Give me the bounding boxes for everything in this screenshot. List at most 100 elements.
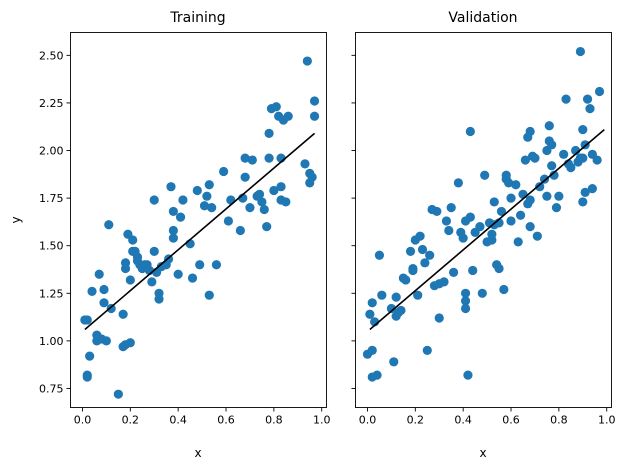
scatter-point [535, 182, 545, 192]
scatter-point [542, 191, 552, 201]
scatter-point [460, 296, 471, 306]
scatter-point [566, 163, 576, 173]
scatter-point [465, 126, 475, 137]
scatter-point [120, 263, 131, 274]
scatter-point [240, 172, 250, 182]
y-axis [351, 54, 356, 389]
scatter-point [309, 111, 320, 121]
scatter-point [101, 336, 111, 346]
scatter-point [525, 126, 535, 137]
scatter-point [554, 191, 564, 201]
scatter-point [262, 222, 272, 232]
scatter-point [85, 351, 95, 361]
scatter-point [276, 182, 286, 192]
y-tick-label: 2.50 [39, 49, 64, 62]
scatter-point [125, 275, 135, 285]
scatter-point [496, 206, 507, 217]
scatter-point [422, 345, 432, 355]
fit-line [84, 132, 316, 331]
scatter-point [309, 96, 320, 106]
scatter-point [547, 140, 557, 150]
scatter-point [226, 195, 236, 205]
scatter-point [365, 309, 375, 319]
scatter-point [504, 178, 514, 188]
scatter-point [168, 206, 178, 217]
scatter-point [446, 203, 456, 213]
x-axis-label: x [479, 446, 486, 460]
scatter-point [149, 246, 159, 257]
scatter-point [192, 185, 202, 196]
scatter-point [468, 265, 478, 276]
scatter-point [283, 111, 293, 121]
scatter-point [530, 153, 540, 163]
scatter-point [439, 277, 449, 287]
scatter-point [513, 237, 523, 247]
scatter-point [168, 233, 178, 243]
y-tick-label: 1.25 [39, 287, 64, 300]
scatter-point [173, 269, 183, 279]
x-tick-label: 0.6 [217, 414, 235, 427]
scatter-point [506, 193, 516, 203]
scatter-point [501, 170, 511, 180]
scatter-point [235, 225, 245, 236]
scatter-point [367, 298, 377, 308]
scatter-point [264, 128, 274, 138]
scatter-point [489, 197, 499, 207]
scatter-point [487, 229, 497, 239]
scatter-point [391, 292, 401, 302]
scatter-point [199, 201, 210, 211]
scatter-point [458, 233, 468, 243]
scatter-point [187, 273, 198, 283]
training-panel: Training 0.0 0.2 0.4 0.6 0.8 1.0 0.75 1.00 1.25… [9, 10, 330, 460]
scatter-point [585, 104, 595, 114]
scatter-point [460, 303, 471, 314]
scatter-point [374, 250, 385, 260]
scatter-point [389, 357, 399, 367]
scatter-point [434, 313, 444, 323]
x-tick-label: 0.2 [122, 414, 140, 427]
scatter-point [525, 195, 535, 205]
scatter-point [413, 290, 423, 300]
scatter-point [154, 288, 164, 298]
scatter-point [82, 315, 92, 325]
scatter-point [511, 180, 521, 190]
scatter-point [396, 305, 406, 316]
scatter-point [149, 195, 159, 205]
scatter-point [204, 180, 214, 190]
scatter-point [518, 189, 528, 199]
scatter-point [494, 263, 504, 274]
scatter-point [281, 197, 291, 207]
scatter-point [269, 185, 279, 196]
scatter-point [254, 189, 265, 199]
scatter-point [147, 277, 157, 287]
scatter-point [475, 222, 485, 232]
scatter-point [82, 372, 92, 382]
scatter-point [592, 155, 602, 165]
scatter-point [99, 284, 109, 295]
scatter-point [175, 212, 186, 222]
x-tick-label: 1.0 [313, 414, 331, 427]
fit-line [369, 128, 605, 331]
y-tick-label: 0.75 [39, 382, 64, 395]
scatter-point [99, 298, 109, 308]
scatter-point [386, 303, 396, 314]
scatter-point [87, 286, 97, 296]
scatter-point [118, 309, 128, 319]
y-tick-label: 2.25 [39, 97, 64, 110]
scatter-point [113, 389, 123, 399]
x-tick-label: 0.8 [550, 414, 568, 427]
scatter-point [578, 197, 588, 207]
x-tick-label: 0.0 [74, 414, 92, 427]
scatter-point [448, 267, 459, 277]
scatter-point [561, 94, 571, 104]
scatter-point [125, 338, 135, 348]
y-tick-label: 1.00 [39, 335, 64, 348]
scatter-point [463, 370, 473, 380]
scatter-point [132, 252, 143, 262]
y-tick-label: 1.50 [39, 240, 64, 253]
scatter-point [401, 275, 411, 285]
scatter-point [166, 182, 176, 192]
scatter-point [415, 231, 425, 241]
scatter-point [219, 166, 229, 177]
